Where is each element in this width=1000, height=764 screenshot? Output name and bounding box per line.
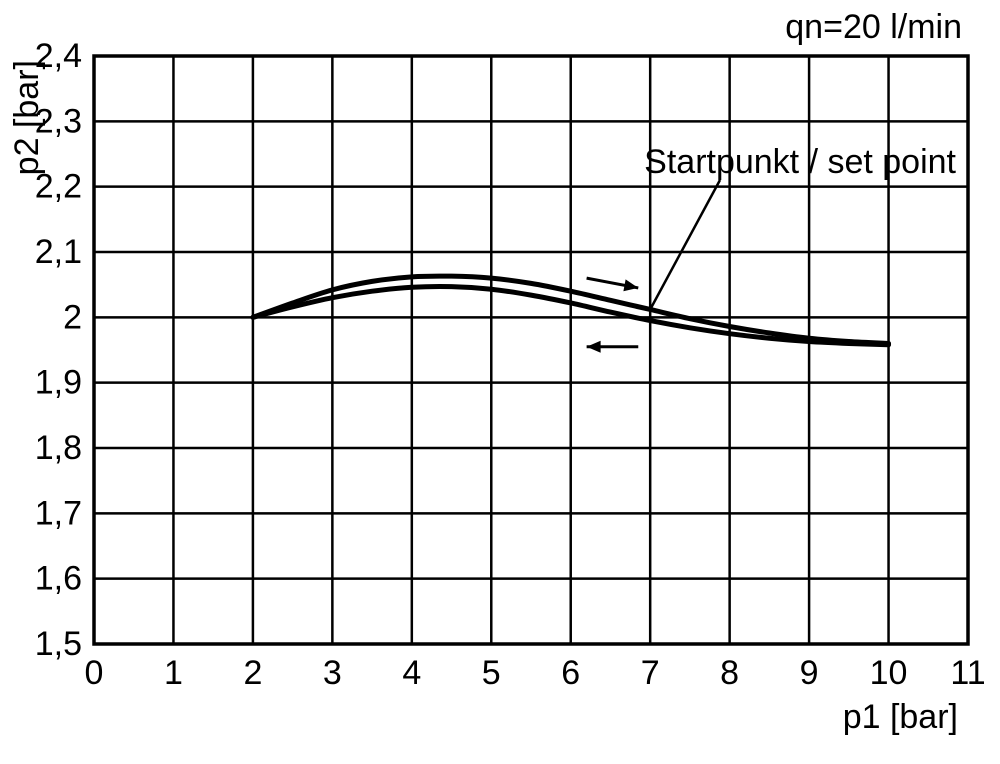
x-tick-label: 10 xyxy=(870,654,908,692)
x-tick-label: 8 xyxy=(720,654,739,692)
x-tick-label: 5 xyxy=(482,654,501,692)
y-tick-label: 1,5 xyxy=(35,625,82,663)
x-tick-label: 2 xyxy=(243,654,262,692)
annotation-startpoint: Startpunkt / set point xyxy=(644,143,956,181)
x-tick-label: 0 xyxy=(85,654,104,692)
x-tick-label: 11 xyxy=(950,654,985,692)
y-tick-label: 1,8 xyxy=(35,429,82,467)
x-axis-label: p1 [bar] xyxy=(843,698,958,736)
y-tick-label: 2,1 xyxy=(35,233,82,271)
line-chart: 012345678910111,51,61,71,81,922,12,22,32… xyxy=(0,0,1000,764)
annotation-flow-rate: qn=20 l/min xyxy=(785,8,962,46)
y-axis-label: p2 [bar] xyxy=(8,60,46,175)
x-tick-label: 1 xyxy=(164,654,183,692)
x-tick-label: 7 xyxy=(641,654,660,692)
x-tick-label: 4 xyxy=(402,654,421,692)
chart-container: 012345678910111,51,61,71,81,922,12,22,32… xyxy=(0,0,1000,764)
x-tick-label: 9 xyxy=(800,654,819,692)
x-tick-label: 3 xyxy=(323,654,342,692)
y-tick-label: 1,6 xyxy=(35,560,82,598)
y-tick-label: 2 xyxy=(63,298,82,336)
y-tick-label: 1,9 xyxy=(35,364,82,402)
y-tick-label: 1,7 xyxy=(35,494,82,532)
x-tick-label: 6 xyxy=(561,654,580,692)
